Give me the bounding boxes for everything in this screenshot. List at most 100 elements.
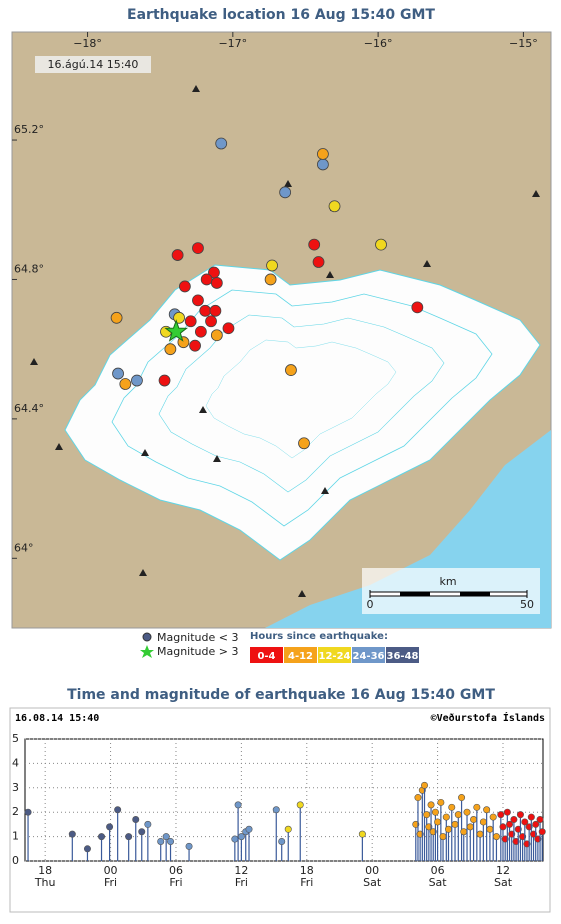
stem-head — [414, 794, 422, 802]
earthquake — [164, 343, 177, 356]
legend-small: Magnitude < 3 — [157, 631, 239, 644]
lat-label: 64° — [14, 541, 34, 554]
stem-head — [492, 833, 500, 841]
stem-head — [423, 811, 431, 819]
earthquake — [375, 238, 387, 251]
scale-tick-label: 0 — [367, 598, 374, 611]
legend: Magnitude < 3 Magnitude > 3 Hours since … — [140, 631, 388, 658]
stem-head — [439, 833, 447, 841]
stem-head — [442, 813, 450, 821]
stem-head — [489, 813, 497, 821]
earthquake — [215, 137, 228, 150]
stem-head — [162, 833, 170, 841]
map-base: 16.ágú.14 15:40 — [11, 31, 552, 629]
scale-label: km — [439, 575, 456, 588]
chart-credit: ©Veðurstofa Íslands — [431, 711, 545, 724]
earthquake — [266, 259, 278, 272]
y-tick-label: 1 — [12, 830, 19, 843]
scale-box — [362, 568, 540, 614]
stem-head — [473, 803, 481, 811]
legend-swatch — [352, 647, 385, 663]
lon-label: −16° — [364, 37, 393, 50]
earthquake — [110, 311, 123, 324]
earthquake — [210, 329, 223, 342]
scale-bar — [369, 591, 528, 597]
map-title: Earthquake location 16 Aug 15:40 GMT — [127, 7, 435, 23]
map-layer: −18° −17° −16° −15° 65.2° 64.8° 64.4° 64° km 0 50 — [12, 32, 538, 611]
earthquake — [131, 374, 143, 387]
plot-area — [24, 738, 544, 862]
chart-layer: 01234518Thu00Fri06Fri12Fri18Fri00Sat06Sa… — [12, 732, 546, 889]
chart-title: Time and magnitude of earthquake 16 Aug … — [67, 687, 495, 703]
stem-head — [451, 820, 459, 828]
earthquake — [194, 325, 207, 338]
legend-swatch — [318, 647, 351, 663]
stem-head — [460, 828, 468, 836]
stem-head — [296, 801, 304, 809]
stem-head — [358, 830, 366, 838]
earthquake — [317, 158, 329, 171]
earthquake — [205, 315, 217, 328]
scale-bar-fill — [400, 592, 430, 596]
lon-label: −15° — [509, 37, 538, 50]
lon-label: −17° — [218, 37, 247, 50]
station — [192, 85, 200, 92]
x-tick-day: Sat — [429, 876, 448, 889]
lon-label: −18° — [73, 37, 102, 50]
station — [321, 487, 329, 494]
legend-large: Magnitude > 3 — [157, 645, 239, 658]
station — [199, 406, 207, 413]
lat-label: 64.4° — [14, 402, 44, 415]
x-tick-label: 00 — [104, 864, 118, 877]
earthquake — [158, 374, 171, 387]
lat-label: 64.8° — [14, 262, 44, 275]
earthquake — [298, 437, 310, 450]
stem-head — [516, 811, 524, 819]
x-tick-day: Fri — [300, 876, 313, 889]
earthquake — [222, 322, 235, 335]
stem-head — [132, 816, 140, 824]
earthquake — [192, 242, 204, 254]
earthquake — [184, 315, 197, 328]
legend-small-symbol — [142, 632, 152, 642]
stem-head — [24, 808, 32, 816]
legend-swatch — [386, 647, 419, 663]
scale-tick-label: 50 — [520, 598, 534, 611]
legend-star — [140, 645, 154, 658]
stem-head — [106, 823, 114, 831]
stem-head — [476, 830, 484, 838]
x-tick-label: 12 — [234, 864, 248, 877]
legend-entry: 36-48 — [387, 651, 419, 662]
legend-entry: 4-12 — [288, 651, 313, 662]
stem-head — [278, 837, 286, 845]
stem-head — [125, 833, 133, 841]
x-tick-day: Sat — [363, 876, 382, 889]
earthquake — [328, 200, 341, 213]
x-tick-label: 18 — [300, 864, 314, 877]
x-tick-label: 06 — [431, 864, 445, 877]
y-tick-label: 3 — [12, 781, 19, 794]
stem-head — [536, 816, 544, 824]
x-tick-day: Fri — [169, 876, 182, 889]
earthquake — [200, 273, 213, 286]
earthquake — [192, 294, 204, 307]
stem-head — [272, 806, 280, 814]
earthquake — [279, 186, 292, 199]
earthquake — [178, 280, 191, 293]
earthquake — [264, 273, 277, 286]
stem-head — [114, 806, 122, 814]
y-tick-label: 4 — [12, 756, 19, 769]
y-tick-label: 5 — [12, 732, 19, 745]
chart-frame — [9, 707, 551, 913]
earthquake — [199, 304, 212, 317]
stem-head — [503, 808, 511, 816]
station — [139, 569, 147, 576]
stem-head — [185, 842, 193, 850]
x-tick-label: 06 — [169, 864, 183, 877]
stem-head — [458, 794, 466, 802]
stem-head — [463, 808, 471, 816]
stem-head — [483, 806, 491, 814]
stem-head — [521, 818, 529, 826]
earthquake — [210, 277, 223, 289]
stem-head — [434, 818, 442, 826]
